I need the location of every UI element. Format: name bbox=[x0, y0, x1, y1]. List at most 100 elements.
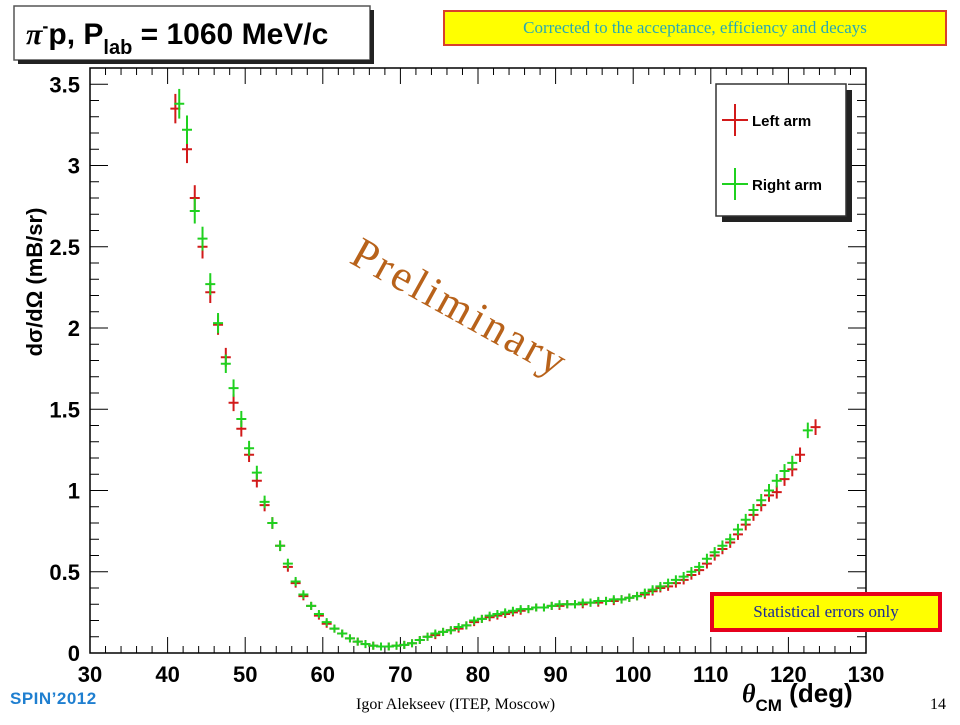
y-tick-label: 3 bbox=[68, 154, 80, 179]
right-arm-point bbox=[639, 588, 650, 598]
right-arm-point bbox=[570, 600, 580, 609]
right-arm-point bbox=[771, 474, 782, 488]
right-arm-point bbox=[787, 455, 798, 470]
right-arm-point bbox=[306, 601, 317, 610]
left-arm-point bbox=[771, 485, 782, 499]
y-tick-label: 0.5 bbox=[49, 560, 80, 585]
y-tick-label: 1.5 bbox=[49, 397, 80, 422]
y-axis-label: dσ/dΩ (mB/sr) bbox=[22, 208, 47, 357]
right-arm-point bbox=[670, 575, 681, 585]
right-arm-point bbox=[220, 354, 231, 373]
x-tick-label: 90 bbox=[543, 662, 567, 687]
right-arm-point bbox=[655, 581, 666, 591]
right-arm-point bbox=[259, 495, 270, 509]
legend-right-arm: Right arm bbox=[722, 168, 822, 200]
right-arm-point bbox=[182, 115, 192, 145]
right-arm-point bbox=[189, 198, 200, 224]
right-arm-point bbox=[624, 593, 635, 602]
right-arm-point bbox=[469, 616, 480, 625]
right-arm-point bbox=[337, 629, 348, 638]
right-arm-point bbox=[236, 410, 247, 428]
statistical-errors-note: Statistical errors only bbox=[710, 592, 942, 632]
x-tick-label: 120 bbox=[770, 662, 807, 687]
x-axis-label: θCM (deg) bbox=[742, 678, 853, 715]
right-arm-point bbox=[422, 632, 433, 641]
x-tick-label: 130 bbox=[848, 662, 885, 687]
legend-left-arm-label: Left arm bbox=[752, 113, 811, 130]
right-arm-point bbox=[313, 610, 324, 618]
right-arm-point bbox=[329, 624, 340, 633]
right-arm-point bbox=[538, 603, 549, 612]
legend-right-arm-label: Right arm bbox=[752, 177, 822, 194]
series-right-arm bbox=[174, 88, 813, 651]
x-tick-label: 40 bbox=[155, 662, 179, 687]
right-arm-point bbox=[321, 618, 332, 627]
right-arm-point bbox=[701, 553, 712, 564]
right-arm-point bbox=[632, 591, 643, 601]
title-box: π-p, Plab = 1060 MeV/c bbox=[13, 5, 374, 64]
left-arm-point bbox=[228, 394, 239, 412]
legend: Left arm Right arm bbox=[715, 83, 852, 222]
x-tick-label: 50 bbox=[233, 662, 257, 687]
right-arm-point bbox=[647, 585, 658, 594]
right-arm-point bbox=[523, 605, 534, 614]
right-arm-point bbox=[344, 634, 355, 643]
x-tick-label: 110 bbox=[693, 662, 729, 687]
right-arm-point bbox=[438, 627, 449, 636]
right-arm-point bbox=[686, 567, 697, 577]
x-tick-label: 100 bbox=[615, 662, 652, 687]
right-arm-point bbox=[484, 611, 495, 620]
x-tick-label: 30 bbox=[78, 662, 102, 687]
right-arm-point bbox=[282, 558, 293, 569]
footer-conference: SPIN’2012 bbox=[10, 689, 97, 708]
right-arm-point bbox=[414, 636, 425, 644]
right-arm-point bbox=[352, 637, 363, 646]
right-arm-point bbox=[492, 610, 503, 618]
right-arm-point bbox=[740, 513, 751, 526]
x-tick-label: 80 bbox=[466, 662, 490, 687]
footer-author: Igor Alekseev (ITEP, Moscow) bbox=[356, 696, 556, 713]
page-number: 14 bbox=[930, 696, 946, 713]
left-arm-point bbox=[810, 419, 821, 435]
right-arm-point bbox=[779, 464, 790, 478]
right-arm-point bbox=[764, 484, 774, 497]
x-tick-label: 70 bbox=[388, 662, 412, 687]
right-arm-point bbox=[360, 640, 371, 649]
right-arm-point bbox=[476, 614, 487, 623]
correction-note: Corrected to the acceptance, efficiency … bbox=[443, 10, 947, 46]
right-arm-point bbox=[251, 465, 262, 480]
right-arm-point bbox=[802, 422, 813, 439]
right-arm-point bbox=[546, 601, 557, 610]
right-arm-point bbox=[756, 493, 767, 507]
right-arm-point bbox=[601, 596, 612, 606]
right-arm-point bbox=[213, 313, 224, 334]
right-arm-point bbox=[290, 576, 301, 587]
right-arm-point bbox=[407, 639, 418, 648]
y-tick-label: 2 bbox=[68, 316, 80, 341]
right-arm-point bbox=[616, 595, 627, 604]
right-arm-point bbox=[709, 547, 720, 558]
legend-left-arm: Left arm bbox=[722, 104, 811, 136]
right-arm-point bbox=[748, 503, 759, 517]
right-arm-point bbox=[500, 608, 511, 617]
right-arm-point bbox=[205, 273, 216, 296]
right-arm-point bbox=[298, 590, 309, 599]
right-arm-point bbox=[228, 379, 239, 397]
y-tick-labels: 0 0.5 1 1.5 2 2.5 3 3.5 bbox=[49, 72, 80, 666]
right-arm-point bbox=[694, 562, 705, 572]
right-arm-point bbox=[445, 626, 456, 635]
y-tick-label: 3.5 bbox=[49, 72, 80, 97]
right-arm-point bbox=[717, 540, 728, 552]
right-arm-point bbox=[585, 598, 596, 607]
right-arm-point bbox=[507, 606, 518, 615]
right-arm-point bbox=[663, 578, 674, 588]
right-arm-point bbox=[174, 88, 185, 119]
y-tick-label: 2.5 bbox=[49, 235, 80, 260]
right-arm-point bbox=[461, 621, 472, 630]
right-arm-point bbox=[725, 533, 736, 545]
x-tick-label: 60 bbox=[311, 662, 335, 687]
right-arm-point bbox=[399, 640, 410, 649]
x-tick-labels: 30 40 50 60 70 80 90 100 110 120 130 bbox=[78, 662, 885, 687]
